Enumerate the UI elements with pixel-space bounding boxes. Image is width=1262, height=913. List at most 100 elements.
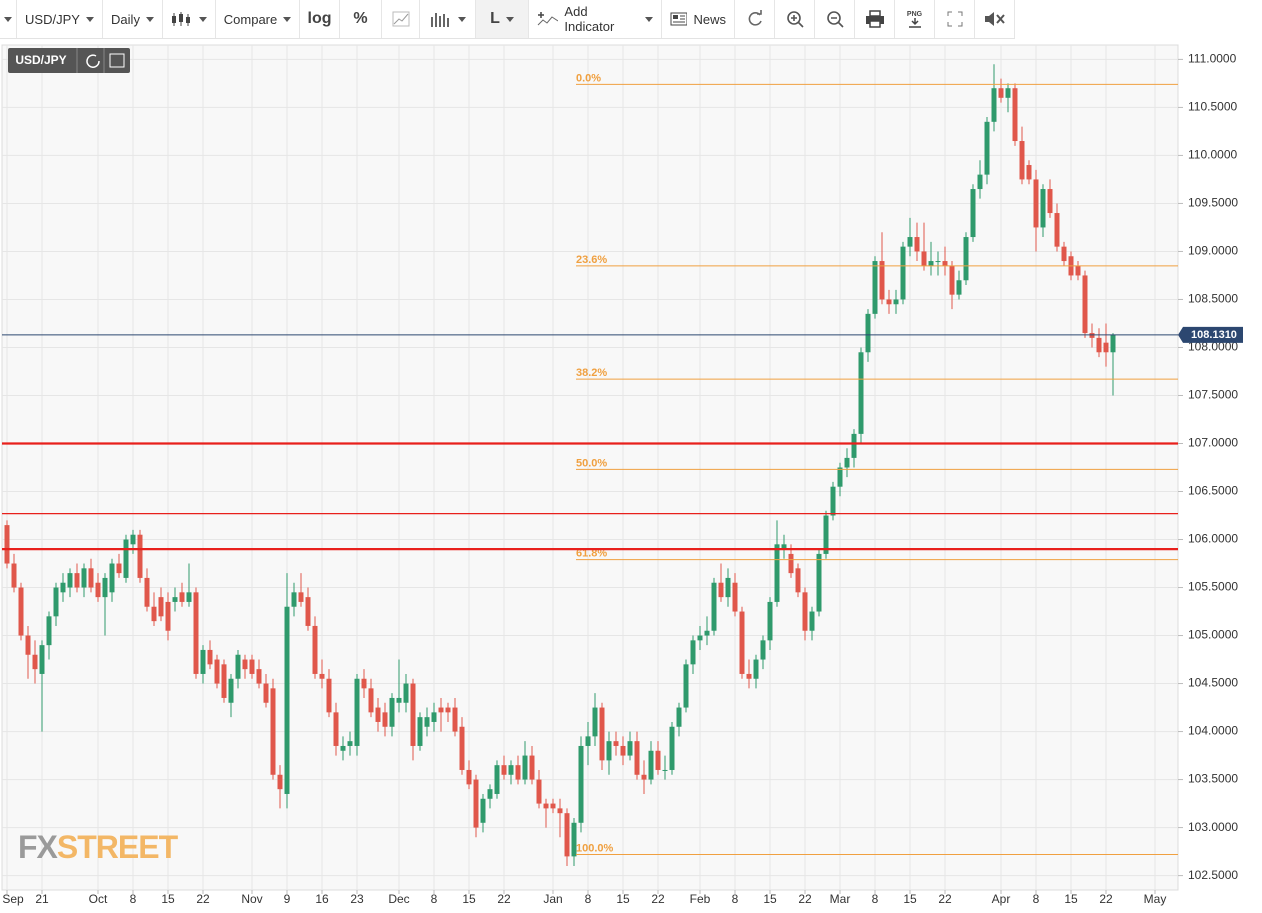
mute-button[interactable] xyxy=(975,0,1015,38)
candle-body xyxy=(473,779,479,828)
candle-body xyxy=(767,601,773,641)
zoom-in-button[interactable] xyxy=(775,0,815,38)
percent-button[interactable]: % xyxy=(340,0,382,38)
last-price-label: 108.1310 xyxy=(1191,329,1237,341)
candle-body xyxy=(487,789,493,799)
indicator-icon xyxy=(537,12,559,26)
candle-body xyxy=(795,568,801,593)
legend-refresh-icon[interactable] xyxy=(86,54,100,68)
compare-button[interactable]: Compare xyxy=(216,0,300,38)
x-tick-label: 8 xyxy=(872,892,879,906)
candle-body xyxy=(1040,189,1046,228)
volume-button[interactable] xyxy=(420,0,476,38)
candle-body xyxy=(340,745,346,751)
watermark-suffix: STREET xyxy=(57,829,179,865)
candle-body xyxy=(88,568,94,588)
x-tick-label: 15 xyxy=(616,892,630,906)
candle-body xyxy=(459,726,465,770)
candle-body xyxy=(550,803,556,809)
legend-settings-icon[interactable] xyxy=(109,53,125,68)
fullscreen-button[interactable] xyxy=(935,0,975,38)
interval-button[interactable]: Daily xyxy=(103,0,163,38)
candle-body xyxy=(396,697,402,703)
candle-body xyxy=(711,582,717,631)
candle-body xyxy=(207,649,213,665)
candle-body xyxy=(375,707,381,722)
zoom-out-button[interactable] xyxy=(815,0,855,38)
candle-body xyxy=(116,563,122,574)
menu-button[interactable] xyxy=(0,0,17,38)
candle-body xyxy=(634,741,640,775)
caret xyxy=(4,16,12,22)
line-text: L xyxy=(490,10,500,27)
news-button[interactable]: News xyxy=(662,0,735,38)
bars-icon xyxy=(430,13,449,27)
png-text: PNG xyxy=(906,10,923,18)
last-price-tag xyxy=(1178,326,1243,343)
candle-body xyxy=(1019,141,1025,180)
candle-body xyxy=(74,573,80,588)
candle-body xyxy=(501,765,507,775)
candle-body xyxy=(592,707,598,737)
candle-body xyxy=(816,553,822,612)
candle-body xyxy=(200,649,206,674)
candle-body xyxy=(648,750,654,780)
candle-body xyxy=(564,813,570,857)
candle-body xyxy=(242,659,248,670)
y-tick-label: 105.5000 xyxy=(1188,580,1238,594)
candle-body xyxy=(1096,337,1102,353)
y-tick-label: 105.0000 xyxy=(1188,628,1238,642)
print-button[interactable] xyxy=(855,0,895,38)
candle-body xyxy=(788,553,794,574)
candle-body xyxy=(746,673,752,679)
x-tick-label: Oct xyxy=(89,892,108,906)
log-text: log xyxy=(307,10,332,27)
candles xyxy=(4,64,1116,866)
x-tick-label: 8 xyxy=(732,892,739,906)
candle-body xyxy=(970,189,976,238)
add-indicator-button[interactable]: Add Indicator xyxy=(529,0,662,38)
candle-body xyxy=(312,625,318,674)
x-tick-label: 8 xyxy=(585,892,592,906)
candle-body xyxy=(109,563,115,593)
x-tick-label: Apr xyxy=(992,892,1011,906)
candle-body xyxy=(60,582,66,593)
candle-body xyxy=(697,635,703,641)
candle-body xyxy=(760,640,766,660)
png-button[interactable]: PNG xyxy=(895,0,935,38)
candle-body xyxy=(1054,213,1060,247)
candle-body xyxy=(25,635,31,655)
candle-body xyxy=(347,741,353,746)
candle-body xyxy=(1110,334,1116,353)
candle-body xyxy=(753,659,759,679)
x-tick-label: 23 xyxy=(350,892,364,906)
candle-body xyxy=(669,726,675,770)
candle-body xyxy=(963,237,969,281)
chart-type-button[interactable] xyxy=(163,0,216,38)
candle-body xyxy=(641,774,647,780)
line-button[interactable]: L xyxy=(476,0,529,38)
caret xyxy=(199,16,207,22)
refresh-button[interactable] xyxy=(735,0,775,38)
candle-body xyxy=(249,659,255,674)
log-button[interactable]: log xyxy=(300,0,340,38)
candle-body xyxy=(137,534,143,578)
candle-body xyxy=(291,592,297,607)
x-tick-label: 15 xyxy=(763,892,777,906)
candle-body xyxy=(704,630,710,636)
download-icon xyxy=(908,17,921,28)
y-tick-label: 103.0000 xyxy=(1188,820,1238,834)
drawing-button[interactable] xyxy=(382,0,420,38)
symbol-button[interactable]: USD/JPY xyxy=(17,0,103,38)
candle-body xyxy=(879,261,885,300)
candle-body xyxy=(725,577,731,598)
candle-body xyxy=(95,582,101,598)
y-tick-label: 111.0000 xyxy=(1188,52,1237,66)
candle-body xyxy=(277,774,283,790)
candle-body xyxy=(305,597,311,626)
candle-body xyxy=(123,539,129,578)
x-tick-label: 15 xyxy=(1064,892,1078,906)
candle-body xyxy=(578,745,584,823)
candle-body xyxy=(1012,88,1018,142)
